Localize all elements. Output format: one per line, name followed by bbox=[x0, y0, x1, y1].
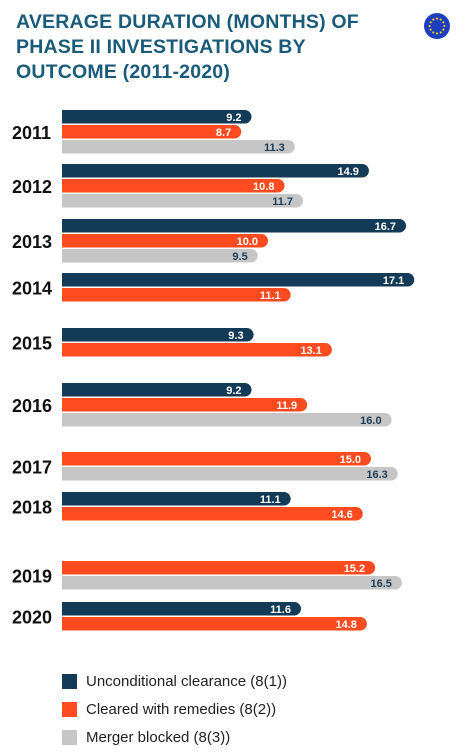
bar-2011-unconditional bbox=[62, 110, 252, 124]
value-label-2011-unconditional: 9.2 bbox=[226, 112, 241, 124]
legend-item-remedies: Cleared with remedies (8(2)) bbox=[62, 696, 287, 722]
bar-2012-blocked bbox=[62, 194, 304, 208]
legend-item-unconditional: Unconditional clearance (8(1)) bbox=[62, 668, 287, 694]
bar-chart: 9.2 8.7 11.3 2011 14.9 10.8 11.7 2012 16.7 10.0 9.… bbox=[12, 110, 415, 631]
value-label-2016-remedies: 11.9 bbox=[276, 400, 297, 412]
legend-label-unconditional: Unconditional clearance (8(1)) bbox=[86, 672, 287, 690]
value-label-2014-unconditional: 17.1 bbox=[383, 275, 404, 287]
value-label-2018-remedies: 14.6 bbox=[331, 509, 352, 521]
bar-2017-blocked bbox=[62, 467, 398, 481]
year-label-2016: 2016 bbox=[12, 396, 52, 416]
bar-2013-remedies bbox=[62, 234, 268, 248]
year-label-2013: 2013 bbox=[12, 232, 52, 252]
year-label-2017: 2017 bbox=[12, 457, 52, 477]
bar-2013-unconditional bbox=[62, 219, 407, 233]
value-label-2012-unconditional: 14.9 bbox=[338, 166, 359, 178]
bar-2012-remedies bbox=[62, 179, 285, 193]
bar-2016-remedies bbox=[62, 398, 308, 412]
bar-2018-unconditional bbox=[62, 492, 291, 506]
value-label-2018-unconditional: 11.1 bbox=[260, 494, 281, 506]
bar-2015-remedies bbox=[62, 343, 332, 357]
year-label-2015: 2015 bbox=[12, 333, 52, 353]
value-label-2017-remedies: 15.0 bbox=[340, 454, 361, 466]
value-label-2019-remedies: 15.2 bbox=[344, 563, 365, 575]
bar-2016-blocked bbox=[62, 413, 392, 427]
legend-label-blocked: Merger blocked (8(3)) bbox=[86, 728, 231, 746]
year-label-2018: 2018 bbox=[12, 497, 52, 517]
legend-swatch-blocked bbox=[62, 729, 77, 745]
year-label-2014: 2014 bbox=[12, 278, 52, 298]
year-label-2011: 2011 bbox=[12, 123, 51, 143]
legend-label-remedies: Cleared with remedies (8(2)) bbox=[86, 700, 277, 718]
year-label-2012: 2012 bbox=[12, 177, 52, 197]
value-label-2012-blocked: 11.7 bbox=[272, 196, 293, 208]
title-line-3: OUTCOME (2011-2020) bbox=[16, 61, 231, 83]
eu-flag-icon bbox=[424, 13, 450, 39]
bar-2015-unconditional bbox=[62, 328, 254, 342]
value-label-2014-remedies: 11.1 bbox=[260, 290, 281, 302]
chart-legend: Unconditional clearance (8(1)) Cleared w… bbox=[62, 668, 287, 752]
value-label-2013-remedies: 10.0 bbox=[237, 236, 258, 248]
legend-swatch-unconditional bbox=[62, 673, 77, 689]
year-label-2020: 2020 bbox=[12, 607, 52, 627]
value-label-2016-blocked: 16.0 bbox=[360, 415, 381, 427]
title-line-2: PHASE II INVESTIGATIONS BY bbox=[16, 36, 306, 58]
bar-2020-remedies bbox=[62, 617, 367, 631]
bar-2019-blocked bbox=[62, 576, 402, 590]
bar-2014-remedies bbox=[62, 288, 291, 302]
legend-item-blocked: Merger blocked (8(3)) bbox=[62, 724, 287, 750]
bar-2011-remedies bbox=[62, 125, 242, 139]
bar-2019-remedies bbox=[62, 561, 376, 575]
bar-2017-remedies bbox=[62, 452, 371, 466]
bar-2011-blocked bbox=[62, 140, 295, 154]
year-label-2019: 2019 bbox=[12, 566, 52, 586]
value-label-2020-remedies: 14.8 bbox=[335, 619, 356, 631]
value-label-2020-unconditional: 11.6 bbox=[270, 604, 291, 616]
title-line-1: AVERAGE DURATION (MONTHS) OF bbox=[16, 11, 359, 33]
value-label-2013-unconditional: 16.7 bbox=[375, 221, 396, 233]
value-label-2011-remedies: 8.7 bbox=[216, 127, 231, 139]
value-label-2015-remedies: 13.1 bbox=[300, 345, 321, 357]
value-label-2019-blocked: 16.5 bbox=[370, 578, 391, 590]
value-label-2011-blocked: 11.3 bbox=[264, 142, 285, 154]
bar-2020-unconditional bbox=[62, 602, 301, 616]
legend-swatch-remedies bbox=[62, 701, 77, 717]
value-label-2016-unconditional: 9.2 bbox=[226, 385, 241, 397]
value-label-2013-blocked: 9.5 bbox=[232, 251, 247, 263]
bar-2014-unconditional bbox=[62, 273, 415, 287]
value-label-2017-blocked: 16.3 bbox=[366, 469, 387, 481]
value-label-2015-unconditional: 9.3 bbox=[228, 330, 243, 342]
bar-2016-unconditional bbox=[62, 383, 252, 397]
value-label-2012-remedies: 10.8 bbox=[253, 181, 274, 193]
chart-title: AVERAGE DURATION (MONTHS) OF PHASE II IN… bbox=[16, 10, 416, 85]
bar-2013-blocked bbox=[62, 249, 258, 263]
bar-2018-remedies bbox=[62, 507, 363, 521]
bar-2012-unconditional bbox=[62, 164, 369, 178]
